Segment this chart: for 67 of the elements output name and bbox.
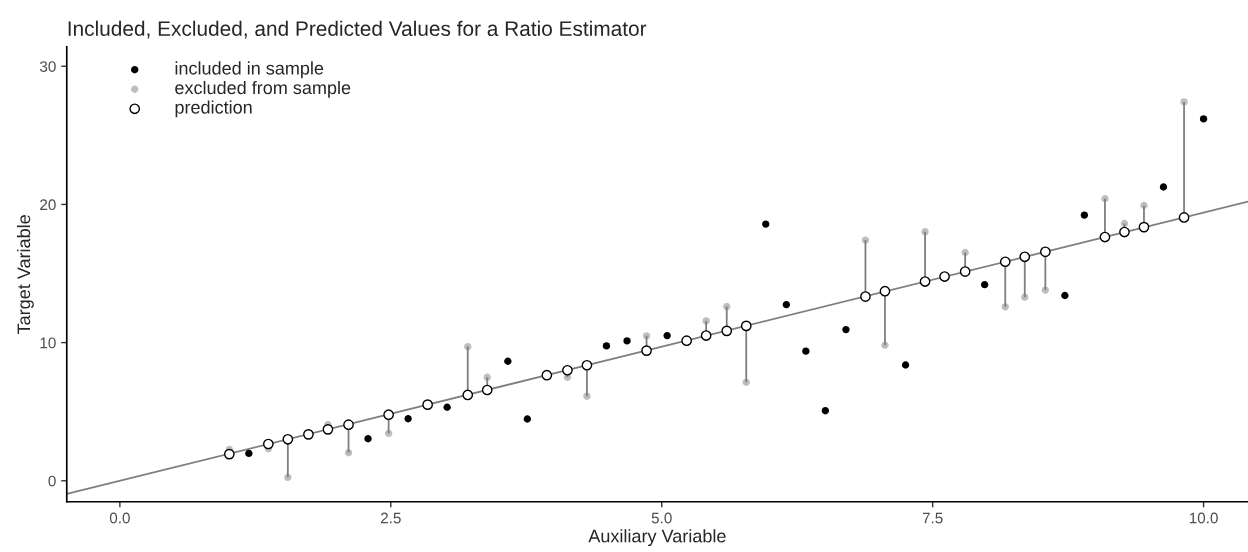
point [343,419,354,431]
point [223,448,235,460]
point [1199,115,1208,123]
point [1019,251,1031,263]
point [541,369,553,381]
x-tick-label: 5.0 [651,512,672,524]
point [861,236,870,244]
point [700,330,712,341]
point [303,428,314,440]
point [1159,183,1168,191]
point [245,449,253,458]
point [581,359,593,371]
x-tick-label: 7.5 [922,512,943,524]
point [1039,246,1051,258]
y-tick-label: 30 [39,61,56,72]
point [999,256,1011,268]
point [322,424,334,435]
point [821,407,830,415]
point [364,435,372,443]
point [504,357,512,365]
x-tick-label: 10.0 [1189,512,1218,524]
point [481,384,493,396]
point [939,271,950,282]
y-axis-title: Target Variable [16,215,34,334]
y-tick-label: 10 [40,337,56,349]
point [663,331,671,340]
point [740,320,752,332]
point [919,276,931,287]
chart-title: Included, Excluded, and Predicted Values for a Ratio Estimator [68,20,647,39]
legend-label: excluded from sample [175,80,351,98]
point [422,399,433,410]
point [602,342,611,350]
point [762,220,770,228]
point [282,433,294,445]
point [879,285,891,297]
point [1138,221,1150,233]
point [901,361,910,369]
point [980,280,989,289]
point [562,364,573,376]
point [681,335,692,347]
point [802,347,810,355]
point [404,415,412,423]
x-tick-label: 2.5 [380,512,401,524]
point [443,403,451,411]
point [1119,226,1130,238]
point [721,325,733,337]
point [262,438,274,450]
point [462,389,474,401]
point [383,409,394,421]
point [959,266,971,277]
y-tick-label: 0 [48,475,56,487]
x-axis-title: Auxiliary Variable [588,529,726,547]
point [782,300,791,309]
point [523,415,532,423]
point [842,325,850,334]
point [1099,231,1111,243]
legend-label: prediction [175,100,252,118]
point [641,345,652,356]
point [1178,212,1190,223]
point [860,291,871,302]
legend-label: included in sample [175,61,324,79]
point [1061,291,1069,300]
y-tick-label: 20 [40,199,56,211]
point [1080,211,1089,219]
x-tick-label: 0.0 [109,512,130,524]
point [642,332,651,340]
point [623,337,631,345]
